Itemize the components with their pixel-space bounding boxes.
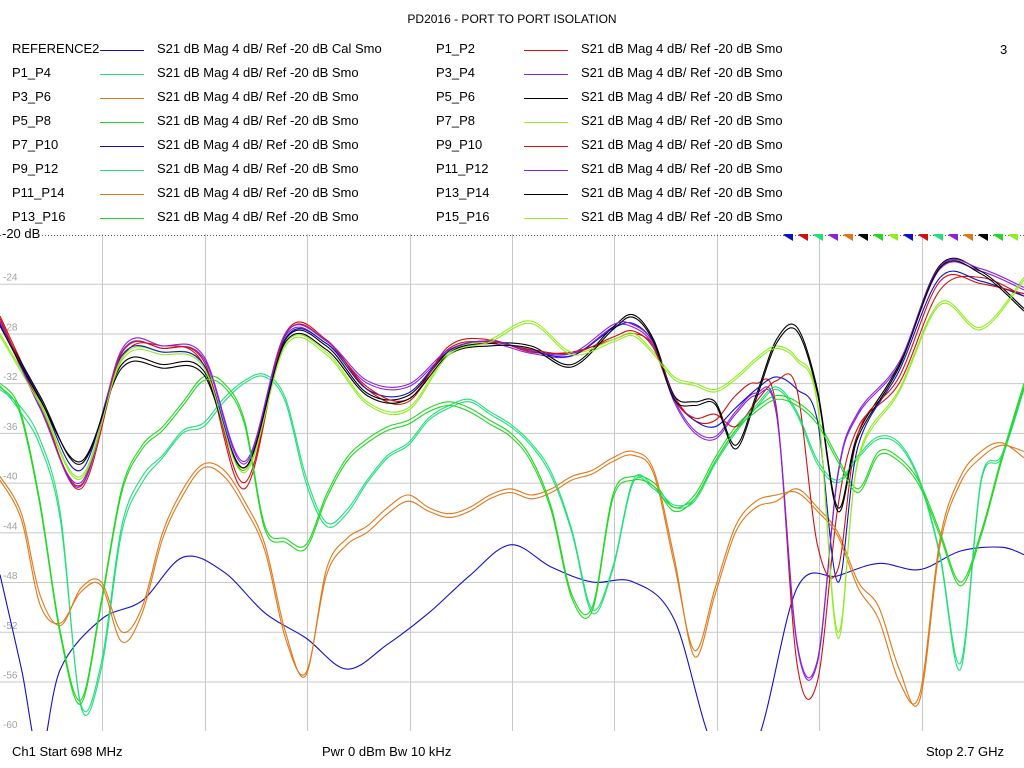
legend-trace-name: P1_P4 xyxy=(12,65,52,80)
legend-line-swatch xyxy=(524,170,568,171)
legend-line-swatch xyxy=(524,74,568,75)
reference-arrow-marker xyxy=(873,234,883,241)
trace-p7-p10 xyxy=(0,270,1024,583)
reference-arrow-marker xyxy=(918,234,928,241)
legend-trace-name: P11_P12 xyxy=(436,161,489,176)
reference-arrow-marker xyxy=(1008,234,1018,241)
legend-line-swatch xyxy=(524,146,568,147)
channel-number: 3 xyxy=(1000,42,1008,57)
y-tick-label: -48 xyxy=(3,571,18,582)
legend-trace-description: S21 dB Mag 4 dB/ Ref -20 dB Smo xyxy=(157,137,359,152)
legend-trace-name: P9_P10 xyxy=(436,137,483,152)
trace-p11-p12 xyxy=(0,258,1024,679)
reference-arrow-marker xyxy=(888,234,898,241)
y-tick-label: -36 xyxy=(3,422,18,433)
legend-trace-name: P11_P14 xyxy=(12,185,65,200)
legend-line-swatch xyxy=(100,170,144,171)
y-tick-label: -40 xyxy=(3,472,18,483)
legend-trace-description: S21 dB Mag 4 dB/ Ref -20 dB Smo xyxy=(581,41,783,56)
trace-p5-p6 xyxy=(0,257,1024,509)
legend-trace-name: P7_P10 xyxy=(12,137,59,152)
reference-arrow-marker xyxy=(828,234,838,241)
reference-arrow-marker xyxy=(858,234,868,241)
legend-line-swatch xyxy=(524,194,568,195)
plot-bottom-mask xyxy=(0,731,1024,734)
legend-trace-description: S21 dB Mag 4 dB/ Ref -20 dB Smo xyxy=(157,209,359,224)
legend-line-swatch xyxy=(100,194,144,195)
legend-trace-name: REFERENCE2 xyxy=(12,41,100,56)
start-frequency-label: Ch1 Start 698 MHz xyxy=(12,744,123,759)
legend-trace-name: P5_P8 xyxy=(12,113,52,128)
legend-trace-name: P15_P16 xyxy=(436,209,490,224)
chart-title: PD2016 - PORT TO PORT ISOLATION xyxy=(407,12,617,26)
reference-arrow-marker xyxy=(963,234,973,241)
legend-line-swatch xyxy=(524,218,568,219)
reference-arrow-marker xyxy=(993,234,1003,241)
trace-p3-p6 xyxy=(0,444,1024,707)
reference-level-label: -20 dB xyxy=(2,226,41,241)
trace-p1-p4 xyxy=(0,375,1024,716)
legend-trace-description: S21 dB Mag 4 dB/ Ref -20 dB Smo xyxy=(581,185,783,200)
legend-line-swatch xyxy=(524,122,568,123)
legend-line-swatch xyxy=(100,74,144,75)
legend-line-swatch xyxy=(100,98,144,99)
y-tick-label: -52 xyxy=(3,621,18,632)
legend-line-swatch xyxy=(524,98,568,99)
legend-trace-description: S21 dB Mag 4 dB/ Ref -20 dB Smo xyxy=(581,113,783,128)
y-tick-label: -24 xyxy=(3,273,18,284)
legend-trace-description: S21 dB Mag 4 dB/ Ref -20 dB Smo xyxy=(581,65,783,80)
legend-trace-name: P13_P16 xyxy=(12,209,66,224)
legend-line-swatch xyxy=(524,50,568,51)
legend-trace-description: S21 dB Mag 4 dB/ Ref -20 dB Smo xyxy=(157,185,359,200)
y-tick-label: -56 xyxy=(3,670,18,681)
y-tick-label: -32 xyxy=(3,372,18,383)
trace-p15-p16 xyxy=(0,279,1024,633)
legend-trace-description: S21 dB Mag 4 dB/ Ref -20 dB Smo xyxy=(157,113,359,128)
y-tick-label: -60 xyxy=(3,720,18,731)
legend-trace-description: S21 dB Mag 4 dB/ Ref -20 dB Smo xyxy=(581,161,783,176)
trace-p13-p16 xyxy=(0,378,1024,705)
reference-arrow-marker xyxy=(903,234,913,241)
legend-trace-name: P1_P2 xyxy=(436,41,476,56)
legend-trace-description: S21 dB Mag 4 dB/ Ref -20 dB Smo xyxy=(157,161,359,176)
reference-arrow-marker xyxy=(843,234,853,241)
legend-line-swatch xyxy=(100,218,144,219)
legend-trace-description: S21 dB Mag 4 dB/ Ref -20 dB Smo xyxy=(581,89,783,104)
legend-trace-description: S21 dB Mag 4 dB/ Ref -20 dB Smo xyxy=(581,137,783,152)
legend-trace-name: P9_P12 xyxy=(12,161,59,176)
reference-arrow-marker xyxy=(978,234,988,241)
legend-line-swatch xyxy=(100,50,144,51)
legend-trace-description: S21 dB Mag 4 dB/ Ref -20 dB Cal Smo xyxy=(157,41,382,56)
trace-p9-p12 xyxy=(0,373,1024,713)
trace-p13-p14 xyxy=(0,260,1024,513)
y-tick-label: -44 xyxy=(3,521,18,532)
legend-trace-description: S21 dB Mag 4 dB/ Ref -20 dB Smo xyxy=(581,209,783,224)
legend-trace-name: P7_P8 xyxy=(436,113,476,128)
reference-arrow-marker xyxy=(813,234,823,241)
reference-arrow-marker xyxy=(948,234,958,241)
reference-arrow-marker xyxy=(933,234,943,241)
legend-trace-name: P3_P4 xyxy=(436,65,476,80)
legend-trace-description: S21 dB Mag 4 dB/ Ref -20 dB Smo xyxy=(157,89,359,104)
trace-reference2 xyxy=(0,544,1024,734)
power-bandwidth-label: Pwr 0 dBm Bw 10 kHz xyxy=(322,744,452,759)
y-tick-label: -28 xyxy=(3,322,18,333)
trace-p11-p14 xyxy=(0,442,1024,705)
reference-arrow-marker xyxy=(783,234,793,241)
trace-p9-p10 xyxy=(0,274,1024,579)
legend-line-swatch xyxy=(100,146,144,147)
trace-p5-p8 xyxy=(0,375,1024,701)
chart-plot-area[interactable]: -24 -28 -32 -36 -40 -44 -48 -52 -56 -60 xyxy=(0,234,1024,734)
stop-frequency-label: Stop 2.7 GHz xyxy=(926,744,1005,759)
legend-trace-name: P5_P6 xyxy=(436,89,476,104)
legend-trace-name: P13_P14 xyxy=(436,185,490,200)
legend-trace-name: P3_P6 xyxy=(12,89,52,104)
legend-line-swatch xyxy=(100,122,144,123)
reference-arrow-marker xyxy=(798,234,808,241)
legend-trace-description: S21 dB Mag 4 dB/ Ref -20 dB Smo xyxy=(157,65,359,80)
